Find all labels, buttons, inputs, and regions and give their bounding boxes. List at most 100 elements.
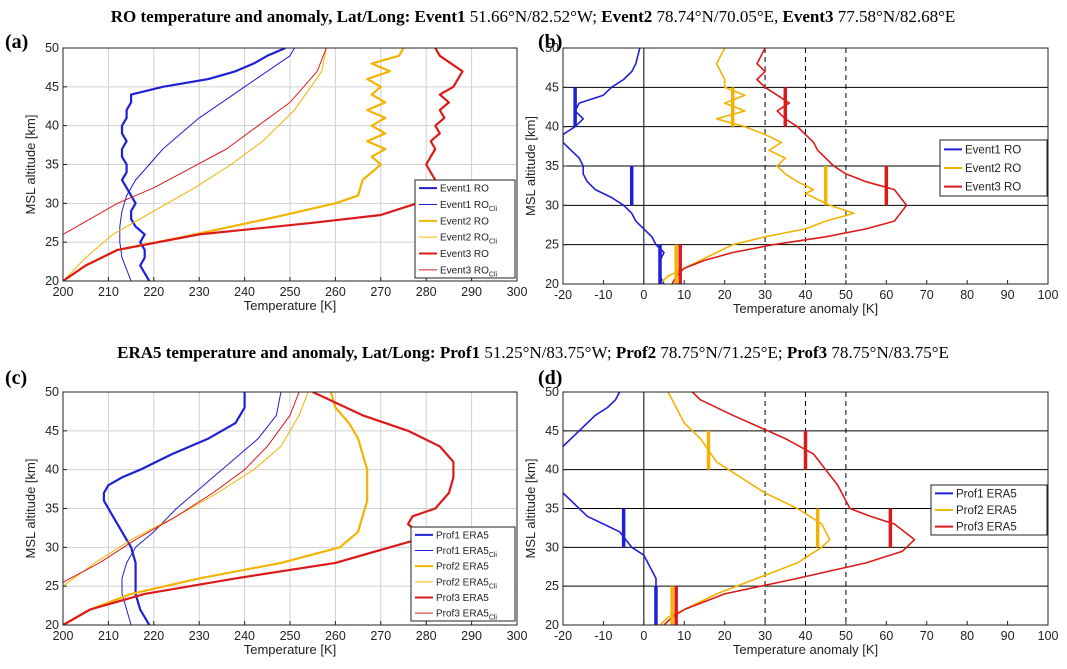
legend-subscript: Cli: [489, 239, 498, 246]
legend-entry: Prof2 ERA5Cli: [436, 577, 497, 590]
legend-entry: Event3 RO: [440, 249, 489, 260]
x-tick-label: 210: [98, 285, 119, 299]
legend-box: [414, 179, 516, 279]
series-line: [663, 392, 916, 625]
y-tick-label: 20: [45, 618, 59, 632]
y-tick-label: 45: [45, 80, 59, 94]
x-tick-label: 280: [416, 285, 437, 299]
y-axis-label: MSL altitude [km]: [523, 116, 538, 216]
x-axis-label: Temperature [K]: [244, 642, 337, 657]
x-tick-label: 80: [960, 288, 974, 302]
title-bottom-part: Prof2: [616, 343, 656, 362]
legend-entry: Event2 RO: [965, 163, 1021, 175]
x-tick-label: 80: [960, 629, 974, 643]
x-tick-label: 0: [640, 629, 647, 643]
x-tick-label: 210: [98, 629, 119, 643]
x-tick-label: 20: [718, 629, 732, 643]
series-line: [63, 48, 464, 281]
legend: Prof1 ERA5 Prof2 ERA5 Prof3 ERA5: [930, 484, 1048, 536]
x-tick-label: 290: [461, 285, 482, 299]
series-line: [63, 48, 327, 281]
y-tick-label: 30: [545, 198, 559, 212]
legend-entry: Prof1 ERA5: [956, 488, 1017, 500]
series-line: [563, 392, 621, 447]
y-tick-label: 45: [545, 424, 559, 438]
x-tick-label: 20: [718, 288, 732, 302]
x-tick-label: 50: [839, 629, 853, 643]
figure-title-era5: ERA5 temperature and anomaly, Lat/Long: …: [117, 343, 949, 362]
legend-subscript: Cli: [489, 552, 498, 559]
series-line: [120, 48, 286, 281]
x-tick-label: 220: [143, 285, 164, 299]
legend: Event1 RO Event2 RO Event3 RO: [939, 139, 1048, 197]
figure-title-ro: RO temperature and anomaly, Lat/Long: Ev…: [111, 7, 956, 26]
y-tick-label: 40: [45, 119, 59, 133]
x-tick-label: 60: [879, 629, 893, 643]
x-tick-label: -20: [554, 629, 572, 643]
y-tick-label: 50: [545, 41, 559, 55]
title-bottom-part: 78.75°N/71.25°E;: [656, 343, 787, 362]
series-line: [63, 48, 327, 235]
y-tick-label: 30: [545, 540, 559, 554]
legend-entry: Event1 RO: [440, 184, 489, 195]
series-line: [671, 48, 908, 284]
legend-entry: Event3 ROCli: [440, 265, 498, 278]
series-line: [121, 392, 282, 625]
x-tick-label: -20: [554, 288, 572, 302]
series-line: [102, 392, 246, 625]
title-bottom-part: ERA5 temperature and anomaly, Lat/Long:: [117, 343, 440, 362]
y-tick-label: 35: [545, 502, 559, 516]
title-top-part: 78.74°N/70.05°E,: [652, 7, 782, 26]
panel-label-d: (d): [538, 367, 562, 389]
series-line: [659, 392, 831, 625]
x-tick-label: 230: [189, 629, 210, 643]
x-tick-label: 100: [1038, 629, 1059, 643]
x-tick-label: 100: [1038, 288, 1059, 302]
title-bottom-part: Prof1: [440, 343, 480, 362]
y-tick-label: 35: [45, 502, 59, 516]
x-tick-label: 240: [234, 285, 255, 299]
x-tick-label: 260: [325, 285, 346, 299]
panel-b: (b) -20 -10 0 10 20 30 40 50 60 70 80 90 100 20 25 30 35…: [523, 31, 1058, 316]
y-tick-label: 35: [545, 159, 559, 173]
legend-entry: Prof1 ERA5: [436, 530, 489, 541]
y-tick-label: 25: [545, 579, 559, 593]
series-line: [63, 392, 455, 625]
x-tick-label: 220: [143, 629, 164, 643]
title-top-part: RO temperature and anomaly, Lat/Long:: [111, 7, 415, 26]
x-tick-label: 200: [53, 629, 74, 643]
series-line: [119, 48, 295, 281]
x-tick-label: 300: [507, 629, 528, 643]
y-tick-label: 40: [545, 120, 559, 134]
y-axis-label: MSL altitude [km]: [23, 459, 38, 559]
x-tick-label: -10: [594, 629, 612, 643]
legend-entry: Event2 RO: [440, 216, 489, 227]
legend-subscript: Cli: [489, 206, 498, 213]
series-line: [63, 48, 405, 281]
legend-entry: Event2 ROCli: [440, 233, 498, 246]
y-axis-label: MSL altitude [km]: [23, 115, 38, 215]
series-line: [63, 392, 300, 583]
legend-entry: Event1 RO: [965, 144, 1021, 156]
x-tick-label: 30: [758, 288, 772, 302]
x-tick-label: 230: [189, 285, 210, 299]
x-axis-label: Temperature [K]: [244, 298, 337, 313]
y-tick-label: 25: [545, 238, 559, 252]
x-tick-label: 260: [325, 629, 346, 643]
legend-entry: Prof2 ERA5: [436, 562, 489, 573]
x-tick-label: 40: [799, 288, 813, 302]
title-top-part: Event3: [783, 7, 834, 26]
title-top-part: Event1: [415, 7, 466, 26]
legend-entry: Prof3 ERA5: [436, 593, 489, 604]
x-tick-label: 90: [1001, 288, 1015, 302]
y-tick-label: 25: [45, 235, 59, 249]
title-bottom-part: 78.75°N/83.75°E: [827, 343, 949, 362]
y-tick-label: 50: [545, 385, 559, 399]
x-tick-label: 200: [53, 285, 74, 299]
x-tick-label: 300: [507, 285, 528, 299]
y-tick-label: 45: [45, 424, 59, 438]
panel-label-a: (a): [5, 31, 28, 53]
panel-c: (c) 200 210 220 230 240 250 260 270 280 290 300 20 2…: [5, 367, 527, 657]
legend-entry: Prof3 ERA5Cli: [436, 609, 497, 622]
